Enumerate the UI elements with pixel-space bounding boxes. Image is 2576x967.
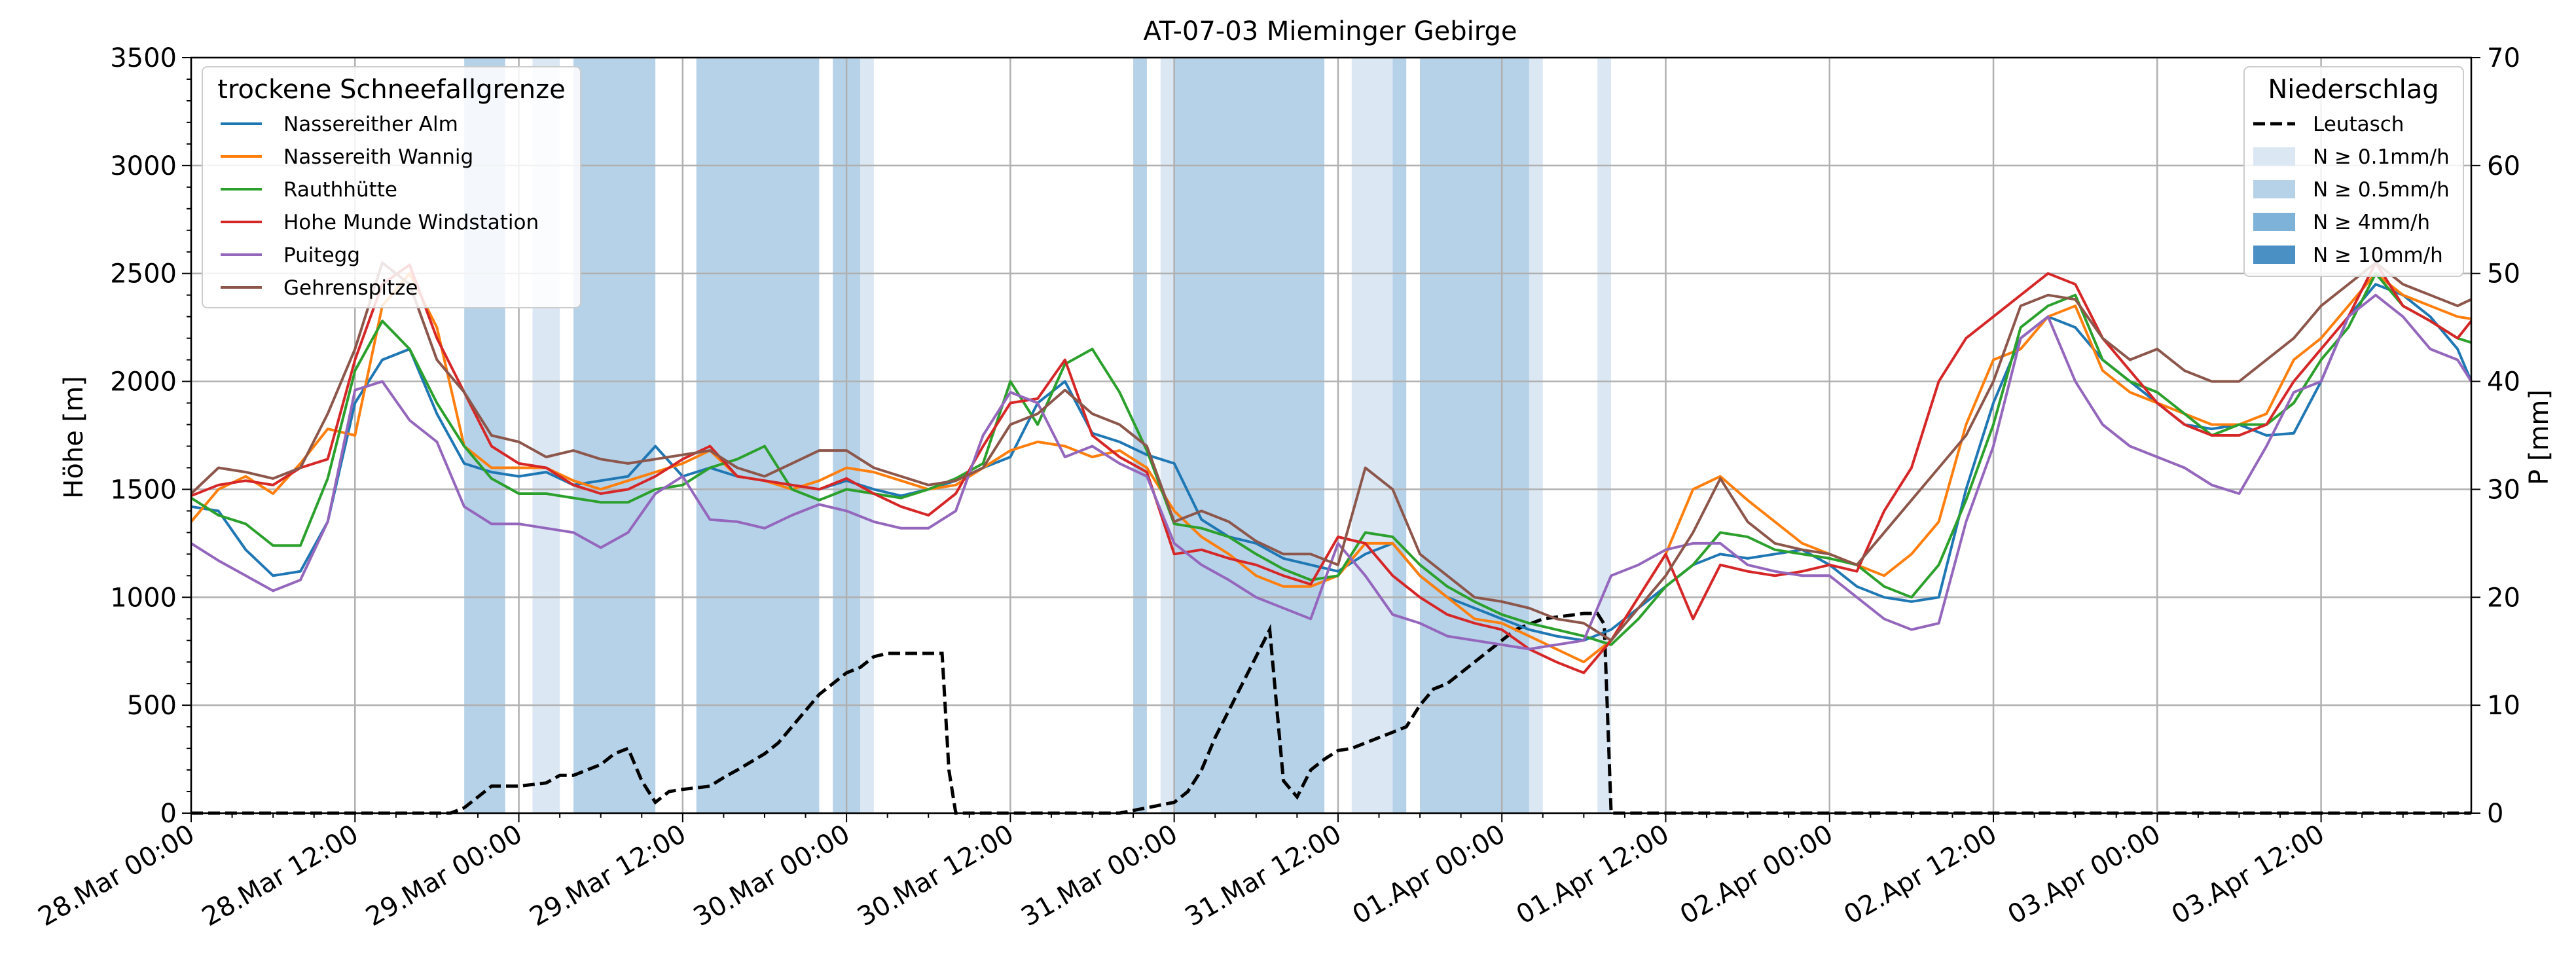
right-y-axis-label: P [mm]	[2524, 390, 2554, 485]
legend-label-5: Gehrenspitze	[283, 276, 418, 300]
legend-label-3: Hohe Munde Windstation	[283, 211, 539, 234]
y2-tick-label: 40	[2487, 367, 2520, 397]
precip-band-9	[1351, 58, 1393, 813]
y-tick-label: 1000	[110, 583, 177, 613]
precip-band-11	[1420, 58, 1529, 813]
axes-frame	[190, 56, 2473, 814]
precip-band-2	[573, 58, 656, 813]
right-y-axis-ticks: 0 10 20 30 40 50 60 70	[2471, 43, 2520, 829]
legend-label-leutasch: Leutasch	[2313, 113, 2404, 136]
precip-band-8	[1174, 58, 1325, 813]
legend-label-1: Nassereith Wannig	[283, 145, 473, 169]
plot-frame	[190, 56, 2473, 814]
left-y-axis-ticks: 0 500 1000 1500 2000 2500 3000 3500	[110, 43, 191, 829]
y2-tick-label: 60	[2487, 151, 2520, 181]
precip-band-3	[696, 58, 820, 813]
y-tick-label: 0	[160, 799, 177, 829]
precip-band-13	[1597, 58, 1612, 813]
y-tick-label: 2000	[110, 367, 177, 397]
series-line-5	[190, 261, 2472, 642]
legend-band-label-2: N ≥ 4mm/h	[2313, 211, 2430, 234]
precip-band-7	[1160, 58, 1174, 813]
y2-tick-label: 50	[2487, 259, 2520, 289]
y2-tick-label: 20	[2487, 583, 2520, 613]
snowline-legend: trockene Schneefallgrenze Nassereither Al…	[202, 66, 581, 308]
series-line-4	[190, 293, 2473, 651]
snowline-series-layer	[190, 261, 2473, 674]
y2-tick-label: 70	[2487, 43, 2520, 73]
legend-label-2: Rauthhütte	[283, 178, 397, 202]
precipitation-legend: Niederschlag Leutasch N ≥ 0.1mm/h N ≥ 0.5mm…	[2243, 66, 2464, 277]
legend-band-swatch-1	[2253, 180, 2295, 198]
legend-label-0: Nassereither Alm	[283, 113, 458, 136]
precip-legend-title: Niederschlag	[2268, 75, 2439, 105]
precipitation-line-layer	[191, 611, 2471, 815]
legend-band-swatch-3	[2253, 246, 2295, 264]
snowline-legend-title: trockene Schneefallgrenze	[217, 75, 565, 105]
precip-band-10	[1392, 58, 1407, 813]
y-tick-label: 3500	[110, 43, 177, 73]
precip-band-5	[860, 58, 874, 813]
chart-title: AT-07-03 Mieminger Gebirge	[1143, 16, 1517, 46]
y-tick-label: 500	[127, 691, 177, 721]
legend-band-label-1: N ≥ 0.5mm/h	[2313, 178, 2450, 202]
left-y-axis-label: Höhe [m]	[59, 376, 89, 498]
y2-tick-label: 10	[2487, 691, 2520, 721]
y2-tick-label: 30	[2487, 475, 2520, 505]
legend-band-label-3: N ≥ 10mm/h	[2313, 244, 2443, 267]
legend-band-swatch-0	[2253, 147, 2295, 166]
y-tick-label: 3000	[110, 151, 177, 181]
y-tick-label: 2500	[110, 259, 177, 289]
y2-tick-label: 0	[2487, 799, 2503, 829]
y-tick-label: 1500	[110, 475, 177, 505]
legend-label-4: Puitegg	[283, 244, 360, 267]
series-line-2	[190, 272, 2472, 646]
precip-legend-box	[2243, 66, 2464, 277]
legend-band-label-0: N ≥ 0.1mm/h	[2313, 145, 2450, 169]
legend-band-swatch-2	[2253, 213, 2295, 231]
precip-band-12	[1529, 58, 1543, 813]
precip-line-leutasch	[191, 611, 2471, 815]
snowline-legend-box	[202, 66, 581, 308]
